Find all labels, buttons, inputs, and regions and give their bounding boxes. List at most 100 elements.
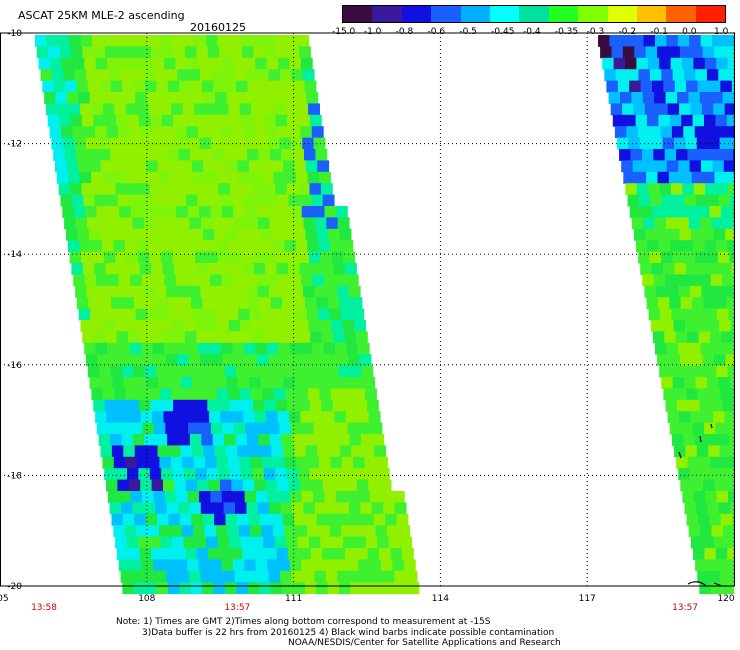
swath-cell — [99, 80, 112, 93]
swath-cell — [154, 354, 167, 367]
map-date: 20160125 — [190, 21, 246, 34]
swath-cell — [130, 559, 143, 572]
swath-cell — [233, 491, 246, 503]
swath-cell — [343, 251, 356, 264]
swath-cell — [359, 422, 371, 435]
swath-cell — [293, 582, 306, 595]
swath-cell — [327, 582, 340, 595]
swath-cell — [116, 331, 129, 344]
swath-cell — [95, 126, 108, 139]
swath-cell — [350, 582, 363, 595]
swath-cell — [298, 183, 310, 196]
swath-cell — [97, 354, 110, 367]
swath-cell — [327, 365, 340, 378]
swath-cell — [663, 263, 675, 275]
swath-cell — [697, 388, 710, 401]
swath-cell — [201, 149, 214, 161]
swath-cell — [346, 559, 359, 572]
swath-cell — [311, 479, 324, 492]
colorbar-segment — [695, 6, 726, 22]
swath-cell — [677, 342, 690, 355]
swath-cell — [349, 434, 362, 446]
swath-cell — [269, 434, 282, 446]
swath-cell — [242, 479, 255, 492]
swath-cell — [230, 114, 242, 127]
swath-cell — [135, 377, 148, 389]
swath-cell — [282, 445, 295, 458]
swath-cell — [695, 69, 708, 82]
swath-cell — [241, 468, 253, 481]
swath-cell — [671, 126, 684, 139]
swath-cell — [241, 331, 254, 344]
swath-cell — [239, 171, 252, 184]
swath-cell — [106, 126, 119, 139]
swath-cell — [312, 342, 325, 355]
swath-cell — [682, 365, 694, 378]
swath-cell — [183, 320, 195, 332]
swath-cell — [309, 251, 321, 264]
swath-cell — [198, 559, 211, 572]
swath-cell — [725, 171, 734, 184]
swath-cell — [273, 103, 286, 116]
swath-cell — [82, 46, 95, 59]
swath-cell — [325, 285, 338, 298]
swath-cell — [713, 411, 726, 424]
swath-cell — [370, 422, 383, 435]
swath-cell — [229, 468, 242, 481]
swath-cell — [684, 377, 696, 389]
swath-cell — [725, 354, 734, 367]
swath-cell — [63, 69, 76, 82]
swath-cell — [243, 411, 256, 424]
swath-cell — [68, 171, 81, 184]
swath-cell — [368, 411, 381, 424]
swath-cell — [168, 228, 181, 241]
swath-cell — [636, 57, 649, 70]
swath-cell — [285, 103, 298, 116]
swath-cell — [219, 263, 232, 275]
swath-cell — [336, 422, 349, 435]
swath-cell — [125, 171, 138, 184]
swath-cell — [130, 274, 143, 287]
swath-cell — [291, 285, 304, 298]
swath-cell — [127, 399, 140, 412]
swath-cell — [64, 217, 76, 230]
swath-cell — [310, 548, 323, 560]
swath-cell — [162, 263, 175, 275]
swath-cell — [267, 274, 279, 287]
swath-cell — [668, 354, 681, 367]
swath-cell — [369, 559, 382, 572]
swath-cell — [705, 308, 718, 321]
swath-cell — [191, 513, 204, 526]
swath-cell — [651, 137, 664, 150]
swath-cell — [174, 411, 187, 424]
swath-cell — [276, 331, 288, 344]
swath-cell — [103, 320, 116, 332]
swath-cell — [278, 491, 291, 503]
swath-cell — [213, 80, 226, 93]
swath-cell — [300, 411, 313, 424]
swath-cell — [727, 240, 734, 253]
swath-cell — [225, 297, 237, 310]
swath-cell — [126, 320, 138, 332]
swath-cell — [712, 35, 724, 47]
swath-cell — [709, 206, 722, 218]
swath-cell — [691, 354, 704, 367]
swath-cell — [301, 206, 314, 218]
swath-cell — [156, 365, 169, 378]
swath-cell — [127, 114, 140, 127]
swath-cell — [47, 114, 60, 127]
swath-cell — [716, 365, 729, 378]
swath-cell — [613, 57, 626, 70]
swath-cell — [147, 525, 160, 538]
swath-cell — [197, 479, 210, 492]
swath-cell — [331, 320, 344, 332]
swath-cell — [347, 422, 360, 435]
swath-cell — [180, 160, 193, 173]
swath-cell — [352, 308, 365, 321]
swath-cell — [629, 206, 642, 218]
swath-cell — [120, 570, 133, 583]
swath-cell — [95, 57, 108, 70]
swath-cell — [266, 342, 279, 355]
swath-cell — [202, 297, 215, 310]
swath-cell — [322, 194, 335, 207]
